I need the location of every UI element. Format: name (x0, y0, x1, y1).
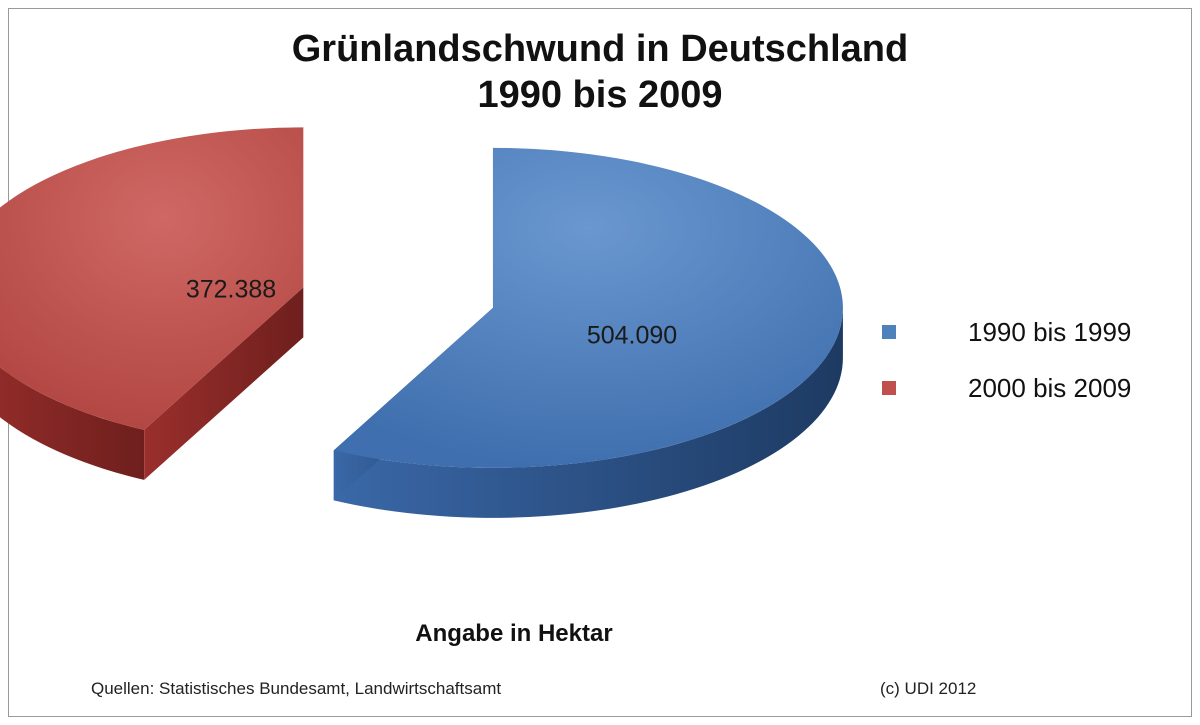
legend-label: 2000 bis 2009 (968, 373, 1132, 403)
source-note: Quellen: Statistisches Bundesamt, Landwi… (91, 679, 502, 698)
chart-title-block: Grünlandschwund in Deutschland 1990 bis … (0, 26, 1200, 118)
slice-2000-2009 (0, 127, 304, 480)
slice-1990-1999-side (333, 307, 843, 518)
legend-swatch-blue (882, 325, 896, 339)
unit-note: Angabe in Hektar (415, 620, 613, 647)
legend-swatch-red (882, 381, 896, 395)
copyright-note: (c) UDI 2012 (880, 679, 977, 698)
slice-2000-2009-top (0, 127, 304, 430)
slice-2000-2009-side (0, 367, 145, 480)
legend-label: 1990 bis 1999 (968, 317, 1132, 347)
data-label-1990-1999: 504.090 (587, 322, 677, 350)
slice-1990-1999 (333, 147, 843, 518)
data-label-2000-2009: 372.388 (186, 276, 276, 304)
chart-title: Grünlandschwund in Deutschland (291, 28, 909, 70)
chart-subtitle: 1990 bis 2009 (477, 74, 723, 116)
slice-2000-2009-cut-face (144, 287, 304, 480)
slice-1990-1999-top (333, 147, 843, 468)
